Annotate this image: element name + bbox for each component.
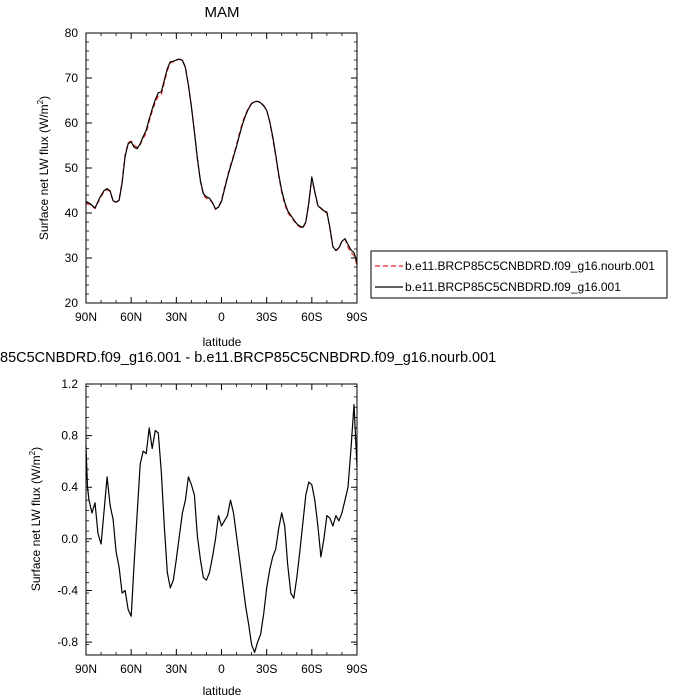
bottom-y-axis-label: Surface net LW flux (W/m2) — [28, 447, 43, 591]
bottom-x-tick-label: 60S — [301, 662, 322, 676]
bottom-y-tick-label: 0.0 — [61, 532, 78, 546]
bottom-y-axis-label-sup: 2 — [28, 450, 37, 455]
bottom-y-axis-label-main: Surface net LW flux (W/m — [29, 455, 43, 591]
top-y-tick-label: 80 — [65, 26, 79, 40]
top-plot-area: 20 30 40 50 60 70 80 90N 60N 30N 0 30S 60S 90S — [65, 26, 368, 324]
bottom-y-tick-label: 0.8 — [61, 429, 78, 443]
legend: b.e11.BRCP85C5CNBDRD.f09_g16.nourb.001 b… — [370, 250, 668, 299]
top-title: MAM — [205, 4, 240, 21]
top-y-axis-label: Surface net LW flux (W/m2) — [36, 96, 51, 240]
bottom-x-axis-label: latitude — [203, 684, 242, 698]
top-series-line-0 — [85, 58, 358, 266]
top-x-tick-label: 30N — [165, 310, 187, 324]
legend-box — [370, 250, 668, 299]
bottom-y-tick-label: -0.8 — [57, 635, 78, 649]
top-x-axis-label: latitude — [203, 335, 242, 349]
top-x-tick-label: 90N — [75, 310, 97, 324]
top-y-axis-label-main: Surface net LW flux (W/m — [37, 104, 51, 240]
bottom-x-tick-label: 0 — [218, 662, 225, 676]
top-panel: MAM 20 30 40 50 60 70 80 90N 60N 30N 0 30S 60S 90S la… — [36, 4, 368, 349]
bottom-x-tick-label: 90N — [75, 662, 97, 676]
bottom-y-axis-label-tail: ) — [29, 447, 43, 451]
top-y-tick-label: 70 — [65, 71, 79, 85]
bottom-x-tick-label: 30S — [256, 662, 277, 676]
top-y-axis-label-sup: 2 — [36, 99, 45, 104]
legend-entry-nourb: b.e11.BRCP85C5CNBDRD.f09_g16.nourb.001 — [405, 259, 655, 273]
top-plot-frame — [85, 32, 358, 304]
top-y-axis-label-tail: ) — [37, 96, 51, 100]
top-x-tick-label: 60S — [301, 310, 322, 324]
top-y-tick-label: 40 — [65, 206, 79, 220]
legend-entry-base: b.e11.BRCP85C5CNBDRD.f09_g16.001 — [405, 280, 621, 294]
bottom-y-tick-label: 1.2 — [61, 377, 78, 391]
bottom-title: 85C5CNBDRD.f09_g16.001 - b.e11.BRCP85C5C… — [0, 350, 496, 366]
bottom-plot-area: -0.8 -0.4 0.0 0.4 0.8 1.2 90N 60N 30N 0 30S 60S 90S — [57, 377, 367, 676]
bottom-y-tick-label: 0.4 — [61, 480, 78, 494]
top-x-tick-label: 0 — [218, 310, 225, 324]
bottom-y-tick-label: -0.4 — [57, 583, 78, 597]
bottom-series-line-0 — [85, 404, 358, 654]
bottom-panel: 85C5CNBDRD.f09_g16.001 - b.e11.BRCP85C5C… — [0, 350, 496, 698]
top-y-tick-label: 60 — [65, 116, 79, 130]
top-x-tick-label: 30S — [256, 310, 277, 324]
top-x-tick-label: 90S — [346, 310, 367, 324]
bottom-x-tick-label: 60N — [120, 662, 142, 676]
top-x-tick-label: 60N — [120, 310, 142, 324]
top-y-tick-label: 30 — [65, 251, 79, 265]
bottom-x-tick-label: 30N — [165, 662, 187, 676]
bottom-x-tick-label: 90S — [346, 662, 367, 676]
top-y-tick-label: 20 — [65, 296, 79, 310]
top-y-tick-label: 50 — [65, 161, 79, 175]
top-series-line-1 — [85, 58, 358, 263]
bottom-plot-frame — [85, 383, 358, 656]
